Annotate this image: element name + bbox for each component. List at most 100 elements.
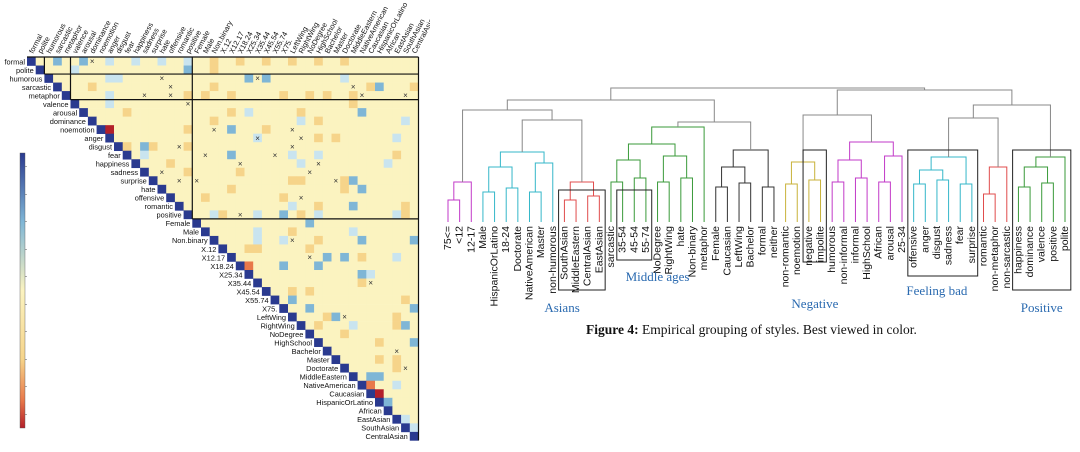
heatmap-cell bbox=[270, 108, 280, 117]
heatmap-cell bbox=[401, 167, 411, 177]
heatmap-cell bbox=[183, 99, 193, 109]
heatmap-cell bbox=[314, 252, 324, 262]
heatmap-cell bbox=[148, 74, 158, 83]
heatmap-cell bbox=[357, 82, 367, 92]
heatmap-cell bbox=[305, 235, 315, 245]
heatmap-cell bbox=[348, 74, 358, 83]
heatmap-cell bbox=[383, 380, 393, 390]
heatmap-cell bbox=[270, 125, 280, 134]
heatmap-cell bbox=[340, 99, 350, 109]
heatmap-cell bbox=[261, 227, 271, 237]
heatmap-cell bbox=[174, 193, 184, 203]
heatmap-cell bbox=[375, 397, 384, 407]
heatmap-cell bbox=[235, 227, 245, 237]
leaf-label: Bachelor bbox=[745, 226, 757, 268]
heatmap-cell bbox=[383, 355, 393, 365]
row-label: anger bbox=[84, 134, 103, 143]
heatmap-cell bbox=[375, 184, 384, 194]
heatmap-cell bbox=[148, 82, 158, 92]
heatmap-cell bbox=[340, 159, 350, 169]
heatmap-cell bbox=[401, 389, 411, 399]
heatmap-cell bbox=[322, 338, 332, 347]
heatmap-cell bbox=[261, 278, 271, 288]
heatmap-cell bbox=[192, 184, 202, 194]
leaf-label: <12 bbox=[454, 226, 466, 244]
heatmap-cell bbox=[375, 193, 384, 203]
heatmap-cell bbox=[244, 159, 254, 169]
heatmap-cell bbox=[157, 150, 167, 160]
heatmap-cell bbox=[105, 125, 115, 134]
heatmap-cell bbox=[288, 184, 297, 194]
heatmap-cell bbox=[383, 218, 393, 228]
heatmap-cell bbox=[357, 57, 367, 66]
heatmap-cell bbox=[166, 193, 176, 203]
heatmap-cell bbox=[340, 235, 350, 245]
heatmap-cell bbox=[201, 125, 210, 134]
dendrogram-link bbox=[453, 181, 472, 222]
heatmap-cell bbox=[348, 176, 358, 186]
heatmap-cell bbox=[166, 133, 176, 143]
heatmap-cell bbox=[192, 218, 202, 228]
heatmap-cell bbox=[357, 184, 367, 194]
heatmap-cell bbox=[122, 65, 132, 75]
heatmap-cell bbox=[401, 270, 411, 279]
heatmap-cell bbox=[296, 116, 306, 126]
heatmap-cell bbox=[105, 91, 115, 100]
heatmap-cell bbox=[340, 167, 350, 177]
heatmap-cell bbox=[331, 193, 341, 203]
heatmap-cell bbox=[122, 150, 132, 160]
row-label: X12.17 bbox=[202, 253, 225, 262]
heatmap-cell bbox=[114, 82, 123, 92]
heatmap-cell bbox=[322, 218, 332, 228]
dendrogram-link bbox=[761, 186, 775, 222]
heatmap-cell bbox=[383, 125, 393, 134]
heatmap-cell bbox=[348, 363, 358, 373]
heatmap-cell bbox=[296, 142, 306, 152]
heatmap-cell bbox=[288, 108, 297, 117]
heatmap-cell bbox=[366, 125, 376, 134]
dendrogram-link bbox=[936, 179, 950, 222]
heatmap-cell bbox=[166, 116, 176, 126]
leaf-label: 45-54 bbox=[628, 226, 640, 253]
heatmap-cell bbox=[174, 133, 184, 143]
heatmap-cell bbox=[296, 201, 306, 211]
heatmap-cell bbox=[296, 184, 306, 194]
dendrogram-link bbox=[505, 187, 519, 222]
heatmap-cell bbox=[114, 91, 123, 100]
heatmap-cell bbox=[305, 261, 315, 271]
heatmap-cell bbox=[340, 278, 350, 288]
heatmap-cell bbox=[218, 74, 228, 83]
leaf-label: disgust bbox=[931, 226, 943, 259]
heatmap-cell bbox=[375, 150, 384, 160]
heatmap-cell bbox=[340, 218, 350, 228]
heatmap-cell bbox=[392, 193, 402, 203]
heatmap-cell bbox=[305, 142, 315, 152]
heatmap-cell bbox=[235, 218, 245, 228]
heatmap-cell bbox=[288, 193, 297, 203]
non-significant-marker: × bbox=[307, 168, 312, 177]
heatmap-cell bbox=[314, 210, 324, 220]
heatmap-cell bbox=[357, 338, 367, 347]
heatmap-cell bbox=[322, 82, 332, 92]
heatmap-cell bbox=[340, 287, 350, 296]
heatmap-cell bbox=[322, 176, 332, 186]
heatmap-cell bbox=[348, 150, 358, 160]
heatmap-cell bbox=[288, 82, 297, 92]
heatmap-cell bbox=[366, 312, 376, 322]
heatmap-cell bbox=[79, 74, 89, 83]
heatmap-cell bbox=[305, 159, 315, 169]
heatmap-cell bbox=[409, 193, 419, 203]
heatmap-cell bbox=[235, 261, 245, 271]
row-label: offensive bbox=[135, 194, 164, 203]
heatmap-cell bbox=[331, 150, 341, 160]
dendrogram-link bbox=[1023, 166, 1049, 187]
heatmap-cell bbox=[227, 125, 237, 134]
heatmap-cell bbox=[270, 184, 280, 194]
heatmap-cell bbox=[157, 133, 167, 143]
heatmap-cell bbox=[401, 99, 411, 109]
heatmap-cell bbox=[401, 150, 411, 160]
heatmap-cell bbox=[279, 159, 289, 169]
heatmap-cell bbox=[192, 65, 202, 75]
heatmap-cell bbox=[270, 159, 280, 169]
heatmap-cell bbox=[122, 142, 132, 152]
